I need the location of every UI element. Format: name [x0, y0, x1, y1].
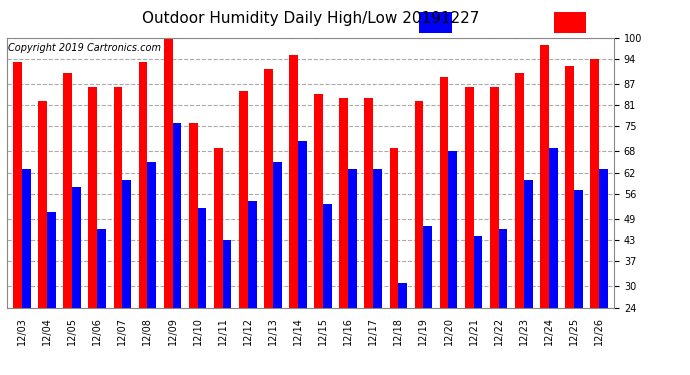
Bar	[323, 204, 332, 375]
Bar	[63, 73, 72, 375]
Text: Low  (%): Low (%)	[457, 18, 496, 27]
Bar	[148, 162, 156, 375]
Bar	[289, 55, 298, 375]
Bar	[314, 94, 323, 375]
Bar	[72, 187, 81, 375]
Bar	[599, 169, 608, 375]
Bar	[465, 87, 473, 375]
Bar	[248, 201, 257, 375]
Bar	[364, 98, 373, 375]
Bar	[424, 226, 432, 375]
Bar	[172, 123, 181, 375]
Bar	[164, 38, 172, 375]
Bar	[264, 69, 273, 375]
Bar	[448, 151, 457, 375]
Text: High  (%): High (%)	[591, 18, 634, 27]
Bar	[13, 62, 22, 375]
Bar	[114, 87, 122, 375]
Bar	[339, 98, 348, 375]
Bar	[540, 45, 549, 375]
Bar	[197, 208, 206, 375]
Text: Copyright 2019 Cartronics.com: Copyright 2019 Cartronics.com	[8, 43, 161, 53]
Bar	[88, 87, 97, 375]
Bar	[440, 76, 449, 375]
Bar	[490, 87, 499, 375]
Bar	[420, 12, 452, 33]
Bar	[590, 59, 599, 375]
Bar	[415, 102, 424, 375]
Bar	[554, 12, 586, 33]
Bar	[549, 148, 558, 375]
Bar	[189, 123, 197, 375]
Bar	[139, 62, 148, 375]
Bar	[515, 73, 524, 375]
Bar	[473, 237, 482, 375]
Bar	[398, 283, 407, 375]
Bar	[565, 66, 574, 375]
Bar	[47, 211, 56, 375]
Bar	[214, 148, 223, 375]
Bar	[298, 141, 307, 375]
Bar	[22, 169, 31, 375]
Bar	[524, 180, 533, 375]
Bar	[239, 91, 248, 375]
Bar	[223, 240, 231, 375]
Bar	[38, 102, 47, 375]
Bar	[574, 190, 583, 375]
Bar	[373, 169, 382, 375]
Bar	[97, 230, 106, 375]
Bar	[273, 162, 282, 375]
Bar	[348, 169, 357, 375]
Text: Outdoor Humidity Daily High/Low 20191227: Outdoor Humidity Daily High/Low 20191227	[142, 11, 479, 26]
Bar	[390, 148, 398, 375]
Bar	[122, 180, 131, 375]
Bar	[499, 230, 507, 375]
